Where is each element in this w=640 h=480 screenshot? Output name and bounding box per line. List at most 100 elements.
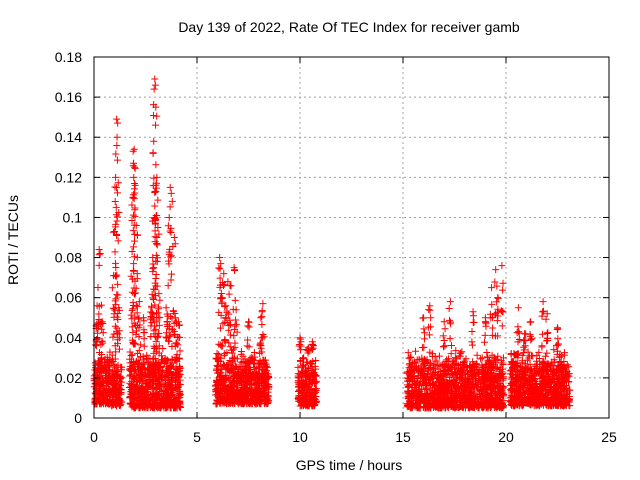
data-point xyxy=(491,388,499,396)
data-point xyxy=(244,336,252,344)
data-point xyxy=(216,265,224,273)
data-point xyxy=(217,311,225,319)
data-point xyxy=(455,394,463,402)
data-point xyxy=(303,369,311,377)
data-point xyxy=(412,347,420,355)
axis-ticks xyxy=(93,56,610,419)
data-point xyxy=(414,391,422,399)
data-point xyxy=(518,359,526,367)
data-point xyxy=(441,390,449,398)
data-point xyxy=(554,341,562,349)
data-point xyxy=(427,314,435,322)
data-point xyxy=(118,378,126,386)
data-point xyxy=(219,320,227,328)
data-point xyxy=(111,197,119,205)
data-point xyxy=(425,331,433,339)
data-point xyxy=(176,363,184,371)
data-point xyxy=(406,404,414,412)
data-point xyxy=(498,262,506,270)
data-point xyxy=(252,372,260,380)
data-point xyxy=(166,361,174,369)
data-point xyxy=(126,365,134,373)
data-point xyxy=(515,399,523,407)
data-point xyxy=(147,313,155,321)
data-point xyxy=(109,228,117,236)
data-point xyxy=(149,254,157,262)
data-point xyxy=(217,295,225,303)
data-point xyxy=(131,213,139,221)
data-point xyxy=(166,203,174,211)
data-point xyxy=(131,163,139,171)
data-point xyxy=(450,403,458,411)
data-point xyxy=(110,304,118,312)
data-point xyxy=(143,398,151,406)
data-point xyxy=(161,383,169,391)
data-point xyxy=(553,326,561,334)
data-point xyxy=(565,378,573,386)
data-point xyxy=(520,337,528,345)
data-point xyxy=(139,353,147,361)
data-point xyxy=(219,279,227,287)
data-point xyxy=(163,329,171,337)
data-point xyxy=(153,112,161,120)
data-point xyxy=(115,345,123,353)
data-point xyxy=(222,314,230,322)
data-point xyxy=(440,336,448,344)
data-point xyxy=(463,376,471,384)
data-point xyxy=(112,150,120,158)
data-point xyxy=(312,356,320,364)
data-point xyxy=(507,349,515,357)
data-point xyxy=(111,401,119,409)
data-point xyxy=(108,389,116,397)
data-point xyxy=(469,312,477,320)
data-point xyxy=(114,316,122,324)
data-point xyxy=(259,300,267,308)
data-point xyxy=(543,330,551,338)
data-point xyxy=(457,398,465,406)
data-point xyxy=(150,371,158,379)
data-point xyxy=(109,333,117,341)
data-point xyxy=(429,395,437,403)
data-point xyxy=(553,365,561,373)
data-point xyxy=(219,389,227,397)
data-point xyxy=(127,400,135,408)
data-point xyxy=(229,380,237,388)
data-point xyxy=(132,284,140,292)
data-point xyxy=(245,358,253,366)
data-point xyxy=(302,402,310,410)
data-point xyxy=(462,392,470,400)
data-point xyxy=(134,359,142,367)
data-point xyxy=(477,355,485,363)
data-point xyxy=(258,373,266,381)
data-point xyxy=(222,302,230,310)
data-point xyxy=(455,361,463,369)
data-point xyxy=(301,381,309,389)
data-point xyxy=(430,368,438,376)
data-point xyxy=(264,392,272,400)
data-point xyxy=(232,320,240,328)
data-point xyxy=(539,298,547,306)
data-point xyxy=(447,318,455,326)
data-point xyxy=(154,223,162,231)
data-point xyxy=(437,384,445,392)
data-point xyxy=(539,308,547,316)
data-point xyxy=(152,337,160,345)
data-point xyxy=(509,396,517,404)
data-point xyxy=(153,234,161,241)
data-point xyxy=(481,331,489,339)
data-point xyxy=(560,391,568,399)
data-point xyxy=(305,380,313,388)
data-point xyxy=(262,360,270,368)
data-point xyxy=(441,342,449,350)
data-point xyxy=(225,339,233,347)
data-point xyxy=(156,314,164,322)
data-point xyxy=(498,322,506,330)
data-point xyxy=(526,332,534,340)
data-point xyxy=(149,111,157,119)
data-point xyxy=(134,386,142,394)
data-point xyxy=(225,290,233,298)
data-point xyxy=(174,318,182,326)
data-point xyxy=(473,351,481,359)
data-point xyxy=(167,371,175,379)
data-point xyxy=(137,365,145,373)
